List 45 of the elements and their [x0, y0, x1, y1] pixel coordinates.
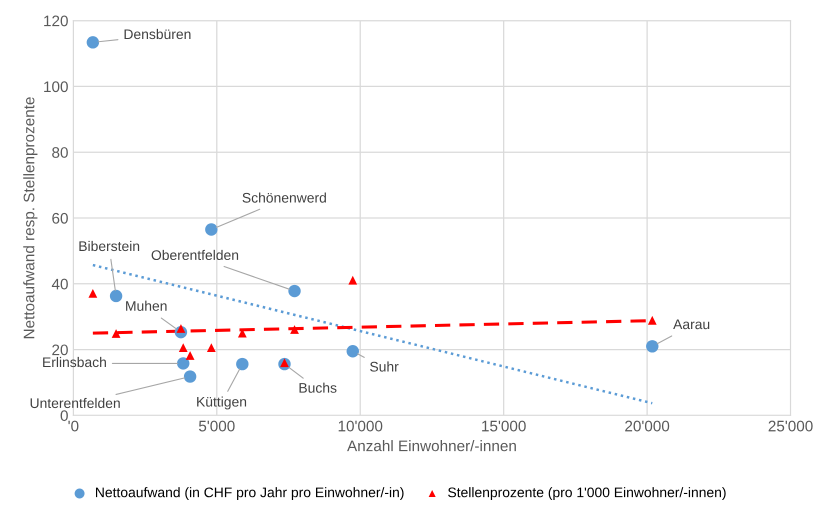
point	[646, 340, 658, 353]
annotation: Unterentfelden	[30, 398, 120, 408]
point	[177, 357, 190, 370]
point	[88, 288, 98, 298]
x-tick-label: 25'000	[768, 420, 813, 432]
point	[648, 316, 657, 325]
legend-label: Stellenprozente (pro 1'000 Einwohner/-innen)	[448, 487, 726, 500]
y-tick-label: 100	[44, 81, 68, 92]
y-tick-label: 40	[52, 278, 68, 290]
annotation: Densbüren	[124, 28, 190, 40]
x-tick-label: '0	[68, 420, 78, 432]
point	[86, 36, 100, 49]
x-tick-label: 10'000	[338, 420, 382, 432]
y-tick-label: 120	[44, 16, 68, 26]
point	[290, 325, 299, 334]
annotation: Oberentfelden	[152, 250, 238, 260]
x-tick-label: 20'000	[625, 420, 670, 432]
point	[205, 223, 218, 236]
annotation: Aarau	[673, 320, 710, 330]
x-tick-label: 5'000	[198, 420, 235, 432]
annotation: Muhen	[126, 300, 167, 311]
x-tick-label: 15'000	[482, 420, 526, 432]
y-tick-label: 60	[52, 212, 68, 224]
x-axis-title: Anzahl Einwohner/-innen	[347, 440, 516, 452]
annotation: Erlinsbach	[43, 356, 106, 368]
y-axis-title: Nettoaufwand resp. Stellenprozente	[23, 97, 38, 338]
point	[206, 343, 216, 352]
point	[236, 358, 249, 370]
y-tick-label: 80	[52, 147, 68, 158]
point	[110, 290, 122, 302]
y-tick-label: 20	[52, 344, 68, 356]
point	[288, 284, 301, 298]
annotation: Suhr	[370, 361, 399, 372]
point	[184, 370, 196, 383]
point	[178, 343, 188, 352]
legend-label: Nettoaufwand (in CHF pro Jahr pro Einwohner/-in)	[96, 487, 404, 500]
annotation: Küttigen	[197, 396, 246, 410]
annotation: Buchs	[300, 382, 336, 393]
point	[112, 329, 120, 338]
annotation: Biberstein	[79, 240, 140, 252]
point	[186, 351, 194, 360]
point	[346, 345, 359, 358]
y-tick-label: 0	[60, 410, 68, 422]
annotation: Schönenwerd	[242, 192, 326, 203]
point	[348, 276, 358, 285]
